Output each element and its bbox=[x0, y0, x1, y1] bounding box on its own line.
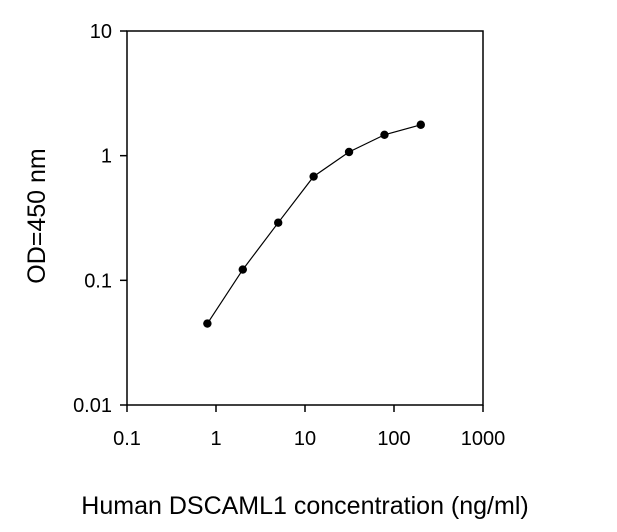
x-axis-title: Human DSCAML1 concentration (ng/ml) bbox=[81, 492, 528, 520]
x-tick-label: 1 bbox=[210, 428, 221, 450]
data-point bbox=[203, 319, 212, 328]
data-point bbox=[309, 172, 318, 181]
x-tick-label: 10 bbox=[294, 428, 316, 450]
plot-border bbox=[126, 30, 484, 406]
plot-frame bbox=[126, 30, 484, 406]
y-tick-label: 10 bbox=[90, 21, 112, 43]
y-tick-label: 0.01 bbox=[73, 395, 112, 417]
data-point bbox=[238, 265, 247, 274]
x-tick-label: 0.1 bbox=[113, 428, 141, 450]
data-point bbox=[380, 130, 389, 140]
data-point bbox=[344, 147, 354, 157]
data-point bbox=[274, 218, 283, 227]
data-series bbox=[203, 120, 425, 328]
x-tick-label: 100 bbox=[377, 428, 410, 450]
y-tick-label: 1 bbox=[101, 146, 112, 168]
y-tick-label: 0.1 bbox=[84, 270, 112, 292]
x-tick-label: 1000 bbox=[461, 428, 506, 450]
y-axis-ticks: 0.01 0.1 1 10 bbox=[73, 21, 127, 417]
x-axis-ticks: 0.1 1 10 100 1000 bbox=[113, 405, 505, 450]
series-line bbox=[206, 124, 421, 324]
data-point bbox=[416, 120, 425, 129]
y-axis-title: OD=450 nm bbox=[23, 148, 51, 284]
